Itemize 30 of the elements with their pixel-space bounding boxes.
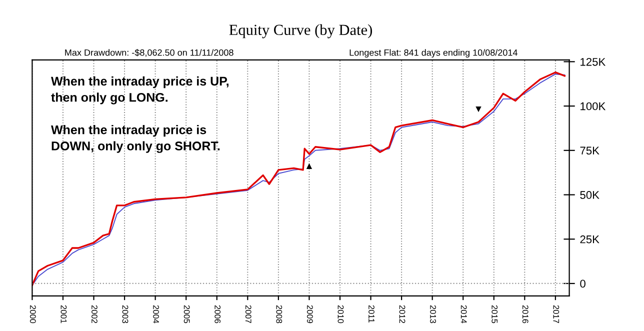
y-tick-label: 75K xyxy=(580,146,600,155)
x-tick-label: 2005 xyxy=(184,305,190,324)
x-tick-label: 2014 xyxy=(460,305,467,324)
x-tick-label: 2011 xyxy=(368,305,374,322)
x-tick-label: 2007 xyxy=(245,305,252,324)
x-tick-label: 2004 xyxy=(153,305,159,324)
text: Max Drawdown: -$8,062.50 on 11/11/2008 xyxy=(65,48,234,57)
x-tick-label: 2017 xyxy=(553,305,560,324)
x-tick-label: 2012 xyxy=(399,305,406,324)
annotation: ▼ xyxy=(476,106,482,112)
y-tick-label: 0 xyxy=(580,280,586,288)
x-tick-label: 2000 xyxy=(30,305,36,324)
x-tick-label: 2008 xyxy=(276,305,282,324)
x-tick-label: 2009 xyxy=(306,305,313,324)
x-tick-label: 2003 xyxy=(122,305,128,324)
y-tick-label: 100K xyxy=(580,102,606,110)
x-tick-label: 2001 xyxy=(60,305,67,324)
x-tick-label: 2010 xyxy=(338,305,344,324)
y-tick-label: 25K xyxy=(580,235,600,244)
y-tick-label: 125K xyxy=(580,58,606,66)
chart-title: Equity Curve (by Date) xyxy=(229,24,372,38)
text: When the intraday price is UP, then only go LONG. When the intraday price is DOWN, only only go SHORT. xyxy=(51,76,228,153)
annotation: ▲ xyxy=(306,163,312,169)
x-tick-label: 2015 xyxy=(492,305,498,324)
x-tick-label: 2006 xyxy=(214,305,221,324)
x-tick-label: 2016 xyxy=(522,305,528,324)
y-tick-label: 50K xyxy=(580,191,600,199)
x-tick-label: 2013 xyxy=(430,305,436,324)
x-tick-label: 2002 xyxy=(92,305,98,324)
text: Longest Flat: 841 days ending 10/08/2014 xyxy=(350,49,518,58)
